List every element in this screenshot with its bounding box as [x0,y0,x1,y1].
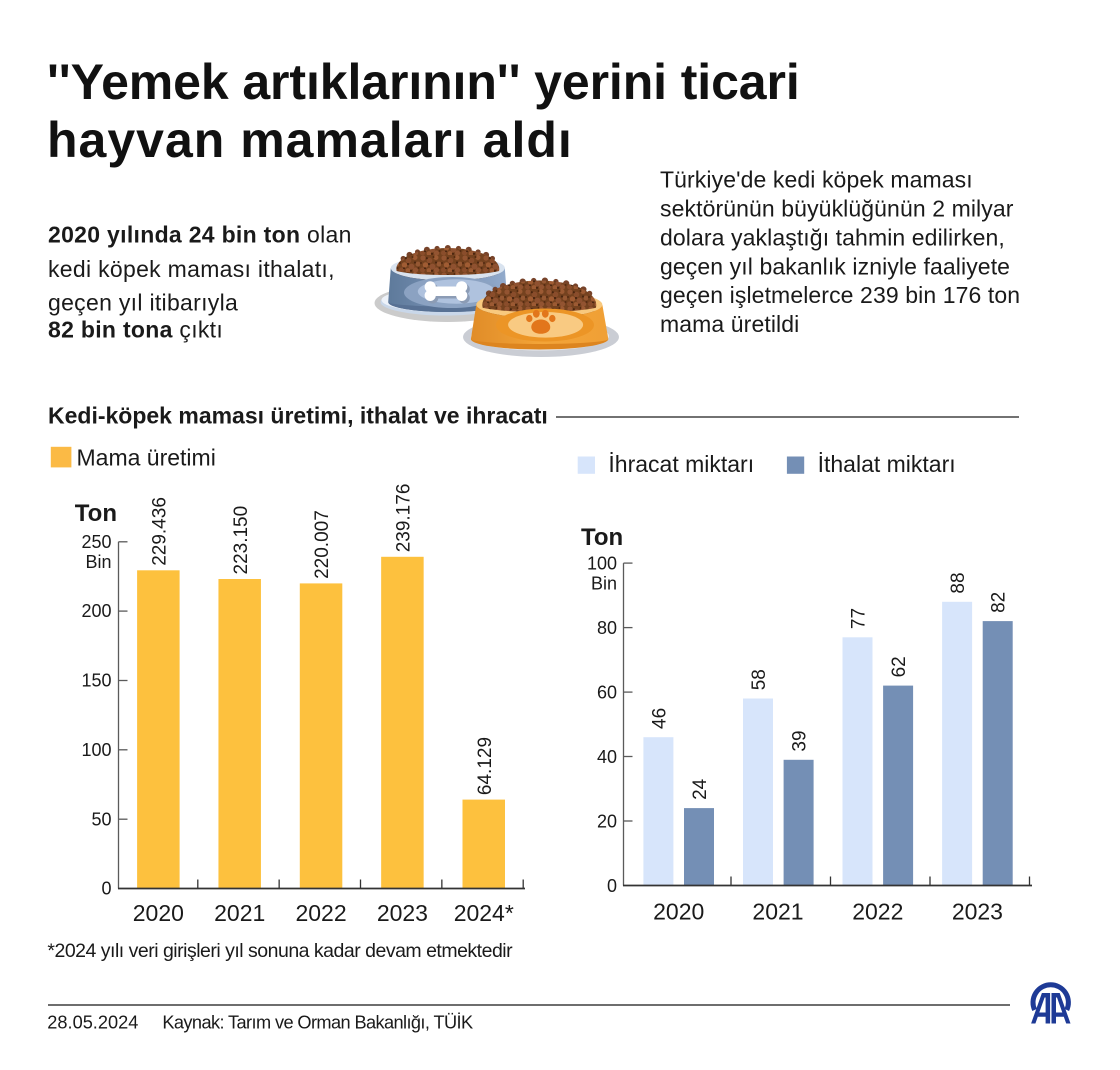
svg-text:2020 yılında 24 bin ton olan: 2020 yılında 24 bin ton olan [48,222,352,248]
svg-text:82 bin tona çıktı: 82 bin tona çıktı [48,317,223,343]
svg-text:2022: 2022 [295,900,346,926]
svg-text:229.436: 229.436 [149,497,170,566]
svg-text:62: 62 [889,656,910,677]
svg-text:geçen yıl bakanlık izniyle faa: geçen yıl bakanlık izniyle faaliyete [660,253,1010,279]
svg-text:Kaynak: Tarım ve Orman Bakanlı: Kaynak: Tarım ve Orman Bakanlığı, TÜİK [162,1013,473,1033]
svg-text:mama üretildi: mama üretildi [660,311,799,337]
svg-text:Ton: Ton [75,500,117,527]
svg-text:40: 40 [597,747,617,767]
svg-text:58: 58 [749,669,770,690]
svg-text:82: 82 [989,592,1010,613]
svg-text:60: 60 [597,682,617,702]
svg-text:223.150: 223.150 [231,506,252,575]
svg-text:39: 39 [790,730,811,751]
svg-text:77: 77 [848,608,869,629]
svg-text:dolara yaklaştığı tahmin edili: dolara yaklaştığı tahmin edilirken, [660,224,1005,250]
svg-text:Mama üretimi: Mama üretimi [77,445,216,471]
svg-text:Türkiye'de kedi köpek maması: Türkiye'de kedi köpek maması [660,167,973,193]
svg-text:2021: 2021 [214,900,265,926]
svg-text:0: 0 [607,876,617,896]
svg-text:geçen yıl itibarıyla: geçen yıl itibarıyla [48,290,238,316]
svg-text:50: 50 [91,809,111,829]
svg-text:2023: 2023 [952,899,1003,925]
svg-text:46: 46 [649,708,670,729]
svg-text:Ton: Ton [581,524,623,551]
svg-text:250: 250 [81,532,111,552]
svg-text:*2024 yılı veri girişleri yıl: *2024 yılı veri girişleri yıl sonuna kad… [47,940,513,962]
svg-text:Bin: Bin [591,573,617,593]
svg-text:Bin: Bin [85,552,111,572]
svg-text:200: 200 [81,601,111,621]
svg-text:64.129: 64.129 [475,737,496,795]
svg-text:2021: 2021 [752,899,803,925]
svg-text:150: 150 [81,671,111,691]
svg-text:''Yemek artıklarının'' yerini: ''Yemek artıklarının'' yerini ticari [47,54,800,110]
svg-text:geçen işletmelerce 239 bin 176: geçen işletmelerce 239 bin 176 ton [660,282,1020,308]
svg-text:220.007: 220.007 [312,510,333,579]
svg-text:2020: 2020 [133,900,184,926]
svg-text:2024*: 2024* [454,900,514,926]
svg-text:Kedi-köpek maması üretimi, ith: Kedi-köpek maması üretimi, ithalat ve ih… [48,403,548,429]
svg-text:İhracat miktarı: İhracat miktarı [608,451,754,477]
svg-text:24: 24 [690,778,711,800]
svg-text:İthalat miktarı: İthalat miktarı [818,451,956,477]
svg-text:100: 100 [587,553,617,573]
svg-text:sektörünün büyüklüğünün 2 mily: sektörünün büyüklüğünün 2 milyar [660,196,1014,222]
svg-text:100: 100 [81,740,111,760]
svg-text:kedi köpek maması ithalatı,: kedi köpek maması ithalatı, [48,256,335,282]
svg-text:239.176: 239.176 [394,484,415,553]
svg-text:80: 80 [597,618,617,638]
svg-text:0: 0 [101,879,111,899]
svg-text:2022: 2022 [852,899,903,925]
svg-text:2023: 2023 [377,900,428,926]
svg-text:28.05.2024: 28.05.2024 [47,1013,138,1033]
svg-text:88: 88 [948,572,969,593]
svg-text:2020: 2020 [653,899,704,925]
svg-text:20: 20 [597,811,617,831]
svg-text:hayvan mamaları aldı: hayvan mamaları aldı [47,112,573,168]
